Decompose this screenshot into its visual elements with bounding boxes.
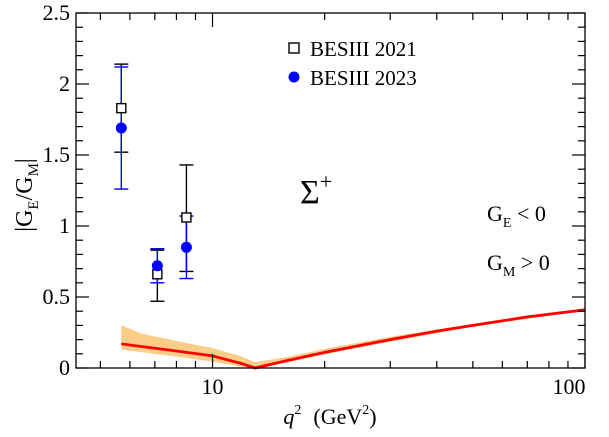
legend-marker-besiii-2021 bbox=[288, 42, 300, 54]
ge-condition-main: G bbox=[487, 201, 503, 226]
x-axis-label-unit-sup: 2 bbox=[362, 403, 369, 418]
x-axis-label-main: q bbox=[283, 404, 294, 429]
tick-label-layer: 0 0.5 1 1.5 2 2.5 10 100 bbox=[43, 0, 586, 399]
y-axis-label-mid: /G bbox=[12, 176, 38, 200]
x-axis-label-sup: 2 bbox=[294, 403, 301, 418]
gm-condition-main: G bbox=[487, 250, 503, 275]
x-axis-label-unit-post: ) bbox=[369, 404, 376, 429]
tick-layer bbox=[76, 12, 586, 369]
particle-label: Σ+ bbox=[300, 169, 332, 211]
y-axis-label-post: | bbox=[12, 158, 38, 163]
data-point-circle bbox=[151, 260, 163, 272]
y-axis-label-sub1: E bbox=[26, 200, 42, 209]
gm-condition-label: GM > 0 bbox=[487, 250, 550, 280]
legend-marker-besiii-2023 bbox=[288, 71, 300, 83]
marker-layer bbox=[115, 102, 192, 280]
ge-condition-sub: E bbox=[503, 216, 512, 231]
ge-condition-label: GE < 0 bbox=[487, 201, 546, 231]
theory-line-layer bbox=[121, 308, 586, 370]
particle-label-sup: + bbox=[320, 169, 332, 194]
x-tick-label: 10 bbox=[202, 374, 224, 399]
x-axis-label-unit-pre: (GeV bbox=[313, 404, 362, 429]
theory-line bbox=[121, 308, 586, 370]
y-tick-label: 2 bbox=[59, 71, 70, 96]
y-tick-label: 2.5 bbox=[43, 0, 71, 25]
gm-condition-rest: > 0 bbox=[515, 250, 549, 275]
legend: BESIII 2021 BESIII 2023 bbox=[288, 37, 417, 90]
legend-label-besiii-2021: BESIII 2021 bbox=[310, 37, 417, 61]
ge-condition-rest: < 0 bbox=[511, 201, 545, 226]
data-point-square bbox=[181, 212, 192, 223]
y-tick-label: 1.5 bbox=[43, 142, 71, 167]
y-axis-label: |GE/GM| bbox=[12, 158, 42, 231]
legend-label-besiii-2023: BESIII 2023 bbox=[310, 66, 417, 90]
y-tick-label: 0 bbox=[59, 355, 70, 380]
data-point-circle bbox=[180, 241, 192, 253]
data-point-circle bbox=[115, 122, 127, 134]
data-point-square bbox=[116, 102, 127, 114]
particle-label-base: Σ bbox=[300, 174, 320, 211]
y-tick-label: 0.5 bbox=[43, 284, 71, 309]
y-axis-label-pre: |G bbox=[12, 210, 38, 232]
y-axis-label-sub2: M bbox=[26, 163, 42, 176]
x-tick-label: 100 bbox=[553, 374, 586, 399]
x-axis-label: q2 (GeV2) bbox=[283, 403, 376, 429]
gm-condition-sub: M bbox=[503, 265, 516, 280]
y-tick-label: 1 bbox=[59, 213, 70, 238]
plot-frame bbox=[75, 12, 586, 369]
